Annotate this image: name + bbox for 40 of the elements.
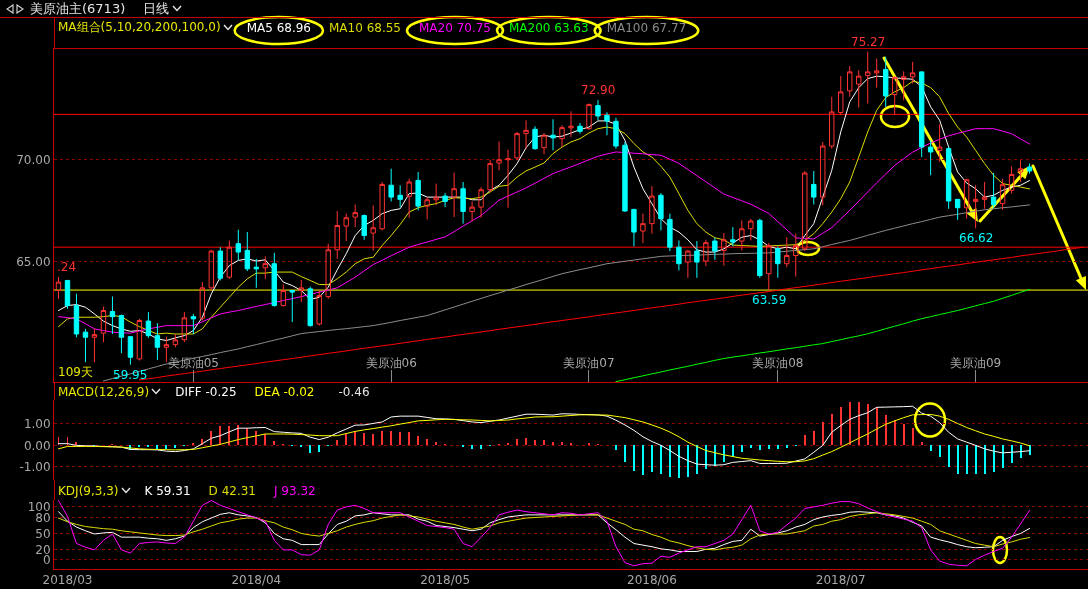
chart-title: 美原油主(6713): [30, 0, 126, 18]
annotation: .24: [57, 260, 77, 274]
text: -0.46: [338, 384, 370, 399]
text: MA10 68.55: [329, 20, 401, 35]
legend-title: MACD(12,26,9): [58, 384, 150, 399]
x-tick-label: 美原油07: [563, 356, 615, 370]
text: MA200 63.63: [509, 20, 589, 35]
x-tick-label: 美原油08: [752, 356, 804, 370]
text: MA20 70.75: [419, 20, 491, 35]
y-tick-label: -1.00: [19, 460, 51, 475]
text: J 93.32: [274, 483, 316, 498]
y-tick-label: 0: [42, 553, 51, 568]
y-tick-label: 70.00: [16, 152, 51, 167]
text: DIFF -0.25: [175, 384, 237, 399]
legend-title: KDJ(9,3,3): [58, 483, 119, 498]
x-tick-label: 美原油06: [365, 356, 417, 370]
annotation: 59.95: [113, 368, 148, 382]
text: K 59.31: [144, 483, 191, 498]
x-tick-label: 2018/07: [815, 573, 866, 588]
x-tick-label: 2018/03: [42, 573, 93, 588]
text: MA5 68.96: [246, 20, 311, 35]
chart-subtitle: 日线: [143, 0, 170, 18]
y-tick-label: 80: [35, 510, 51, 525]
annotation: 63.59: [752, 293, 787, 307]
x-tick-label: 美原油09: [949, 356, 1002, 370]
x-tick-label: 2018/04: [231, 573, 282, 588]
annotation: 66.62: [959, 231, 994, 245]
y-tick-label: 1.00: [23, 417, 51, 432]
legend-title: MA组合(5,10,20,200,100,0): [58, 19, 221, 36]
text: DEA -0.02: [254, 384, 315, 399]
y-tick-label: 0.00: [23, 438, 51, 453]
annotation: 109天: [58, 365, 93, 379]
annotation: 72.90: [581, 83, 616, 97]
y-tick-label: 50: [35, 526, 51, 541]
series-label: D 42.31: [208, 483, 257, 498]
x-tick-label: 2018/05: [420, 573, 471, 588]
x-tick-label: 2018/06: [626, 573, 677, 588]
text: MA100 67.77: [606, 20, 687, 35]
y-tick-label: 65.00: [16, 254, 51, 269]
annotation: 75.27: [851, 35, 886, 49]
